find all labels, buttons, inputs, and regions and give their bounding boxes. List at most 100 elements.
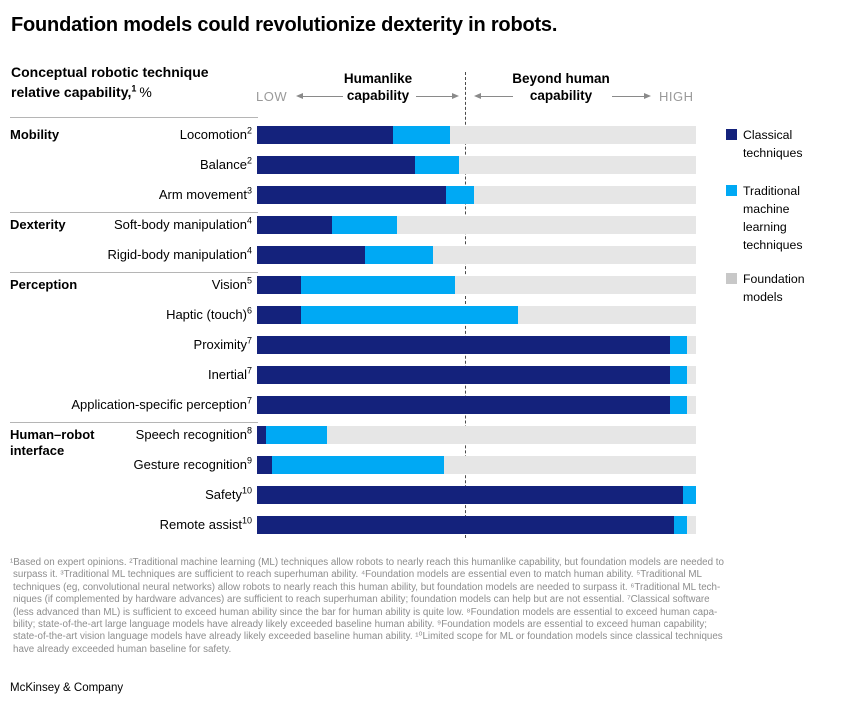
bar-segment-traditional-ml (393, 126, 451, 144)
footnote-ref: 3 (246, 185, 252, 196)
legend-swatch-icon (726, 129, 737, 140)
bar-segment-foundation (474, 186, 696, 204)
bar-segment-foundation (432, 246, 696, 264)
footnote-ref: 10 (241, 485, 252, 496)
table-row: Safety10 (0, 480, 868, 510)
table-row: Remote assist10 (0, 510, 868, 540)
stacked-bar (257, 486, 696, 504)
section-divider (10, 422, 258, 423)
bar-segment-traditional-ml (674, 516, 688, 534)
legend-label: Traditional machine learning techniques (743, 184, 803, 252)
bar-segment-traditional-ml (669, 396, 688, 414)
footnote-line: state-of-the-art vision language models … (13, 631, 723, 643)
group-label: Perception (10, 277, 78, 292)
stacked-bar (257, 516, 696, 534)
footnote-line: bility; state-of-the-art large language … (13, 619, 708, 631)
stacked-bar (257, 276, 696, 294)
bar-segment-foundation (687, 516, 696, 534)
bar-segment-foundation (687, 396, 696, 414)
stacked-bar (257, 186, 696, 204)
row-label: Locomotion2 (179, 125, 252, 142)
bar-segment-classical (257, 366, 670, 384)
bar-segment-traditional-ml (669, 366, 688, 384)
bar-segment-foundation (397, 216, 696, 234)
unit-label: % (139, 84, 152, 100)
footnote-line: ¹Based on expert opinions. ²Traditional … (10, 557, 724, 568)
arrow-right-icon (644, 93, 651, 99)
axis-high-label: HIGH (659, 89, 694, 104)
bar-segment-classical (257, 246, 365, 264)
group-label: Dexterity (10, 217, 66, 232)
arrow-left-icon (296, 93, 303, 99)
axis-low-label: LOW (256, 89, 288, 104)
row-label: Arm movement3 (158, 185, 252, 202)
page-title: Foundation models could revolutionize de… (11, 14, 558, 36)
footnote-ref: 7 (246, 335, 252, 346)
legend-label: Classical techniques (743, 128, 803, 160)
footnote-ref: 2 (246, 155, 252, 166)
legend-item: Classical techniques (726, 126, 819, 162)
axis-arrow-line (612, 96, 644, 97)
subtitle-line-2: relative capability,1% (11, 83, 152, 100)
stacked-bar (257, 366, 696, 384)
footnote-line: niques (if complemented by hardware adva… (13, 594, 710, 606)
stacked-bar (257, 456, 696, 474)
footnote-line: techniques (eg, convolutional neural net… (13, 581, 721, 593)
footnote-ref: 4 (246, 245, 252, 256)
section-divider (10, 272, 258, 273)
bar-segment-foundation (687, 336, 696, 354)
table-row: Arm movement3 (0, 180, 868, 210)
stacked-bar (257, 126, 696, 144)
table-row: Gesture recognition9 (0, 450, 868, 480)
table-row: Haptic (touch)6 (0, 300, 868, 330)
table-row: Soft-body manipulation4 (0, 210, 868, 240)
bar-segment-traditional-ml (445, 186, 475, 204)
bar-segment-classical (257, 426, 266, 444)
table-row: Rigid-body manipulation4 (0, 240, 868, 270)
bar-segment-classical (257, 456, 273, 474)
table-row: Balance2 (0, 150, 868, 180)
axis-arrow-line (481, 96, 513, 97)
bar-segment-classical (257, 396, 670, 414)
arrow-left-icon (474, 93, 481, 99)
footnote-ref: 5 (246, 275, 252, 286)
bar-segment-traditional-ml (300, 306, 519, 324)
footnote-ref: 9 (246, 455, 252, 466)
humanlike-boundary-dashed-line (465, 72, 466, 538)
legend-item: Foundation models (726, 270, 819, 306)
table-row: Inertial7 (0, 360, 868, 390)
row-label: Application-specific perception7 (71, 395, 252, 412)
row-label: Inertial7 (207, 365, 252, 382)
axis-arrow-line (303, 96, 343, 97)
stacked-bar (257, 246, 696, 264)
axis-zone-beyond-human: Beyond human capability (512, 71, 610, 103)
bar-segment-foundation (458, 156, 696, 174)
axis-zone-humanlike: Humanlike capability (343, 71, 413, 103)
bar-segment-classical (257, 156, 416, 174)
footnote-ref: 10 (241, 515, 252, 526)
table-row: Application-specific perception7 (0, 390, 868, 420)
bar-segment-foundation (454, 276, 696, 294)
row-label: Safety10 (205, 485, 252, 502)
stacked-bar (257, 396, 696, 414)
footnote-ref-1: 1 (131, 83, 137, 94)
section-divider (10, 117, 258, 118)
bar-segment-classical (257, 186, 446, 204)
legend-swatch-icon (726, 185, 737, 196)
bar-segment-foundation (327, 426, 696, 444)
subtitle-line-1: Conceptual robotic technique (11, 64, 209, 80)
axis-arrow-line (416, 96, 452, 97)
table-row: Locomotion2 (0, 120, 868, 150)
bar-segment-traditional-ml (300, 276, 455, 294)
stacked-bar (257, 216, 696, 234)
table-row: Proximity7 (0, 330, 868, 360)
bar-segment-classical (257, 126, 394, 144)
bar-segment-classical (257, 486, 683, 504)
bar-segment-traditional-ml (265, 426, 328, 444)
footnote-ref: 2 (246, 125, 252, 136)
arrow-right-icon (452, 93, 459, 99)
footnote-line: surpass it. ³Traditional ML techniques a… (13, 569, 702, 581)
row-label: Haptic (touch)6 (166, 305, 252, 322)
bar-segment-traditional-ml (415, 156, 459, 174)
